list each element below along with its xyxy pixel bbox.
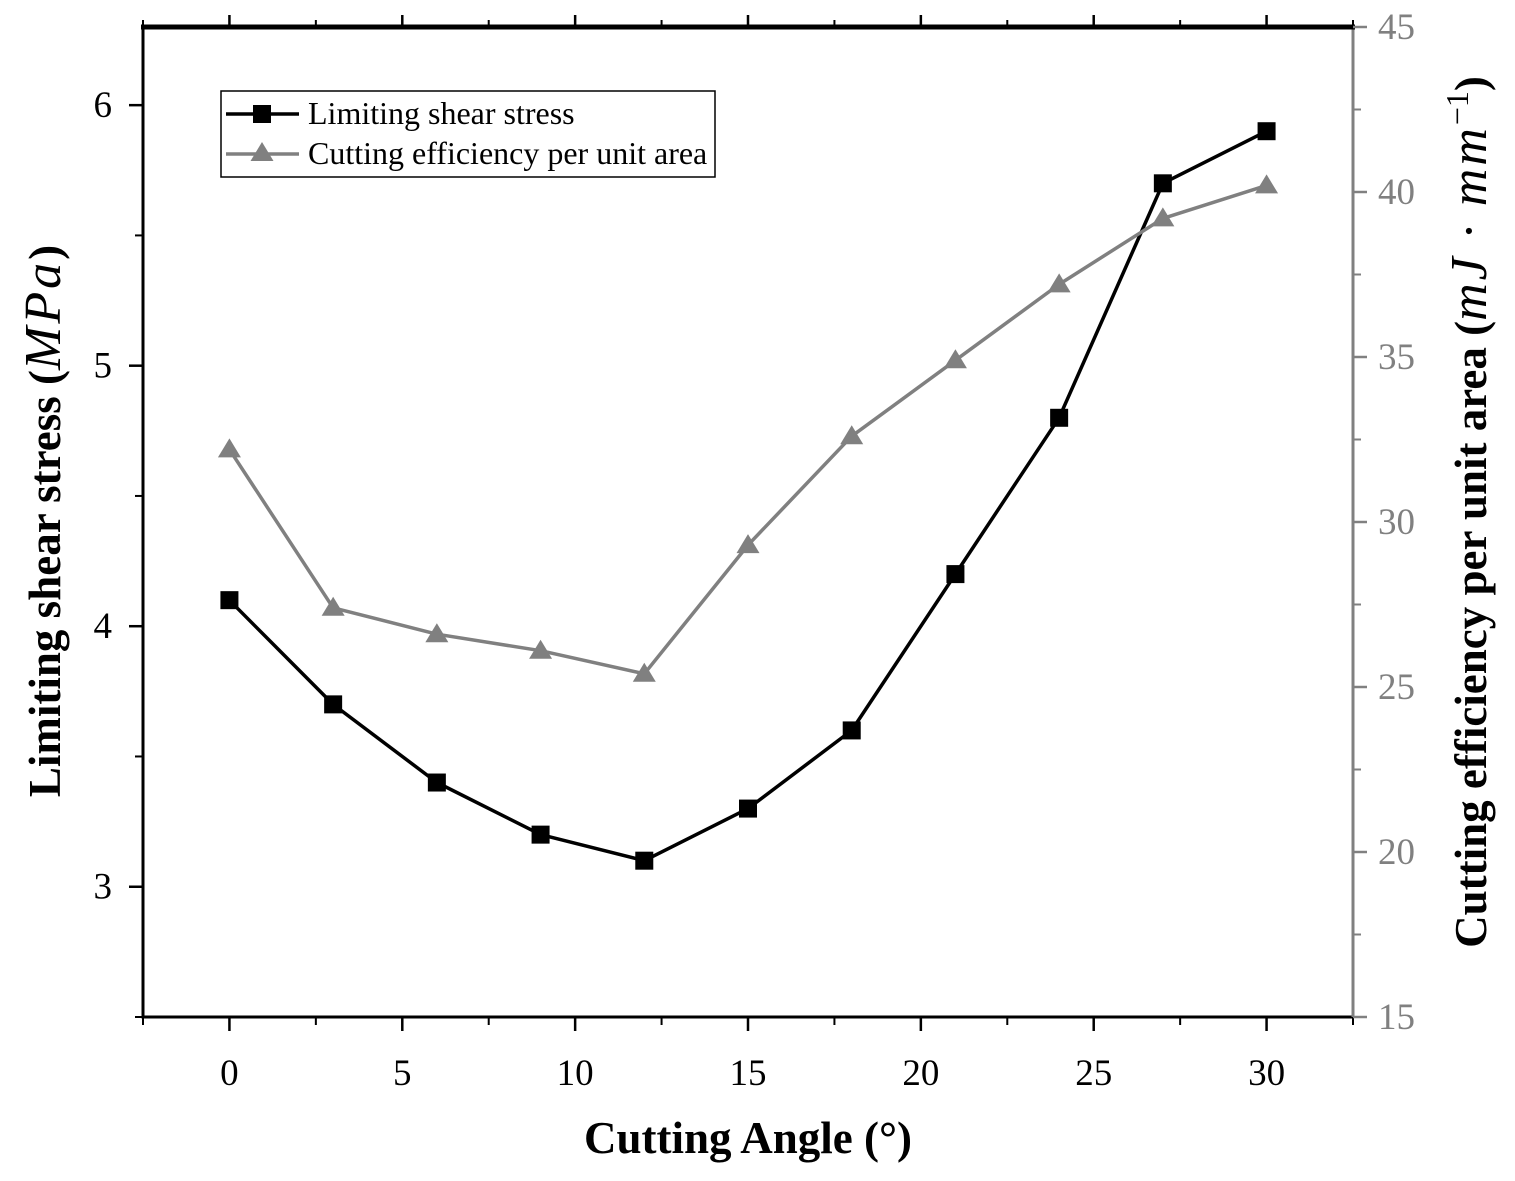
data-point-cutting-efficiency-per-unit-area (425, 623, 449, 643)
y2-axis-title-unit: mJ · mm (1441, 125, 1498, 321)
data-point-limiting-shear-stress (739, 799, 757, 818)
triangle-marker-icon (250, 142, 274, 161)
data-point-cutting-efficiency-per-unit-area (321, 596, 345, 616)
x-tick-label: 10 (557, 1053, 594, 1094)
y-tick-label: 5 (94, 346, 113, 387)
x-axis-title: Cutting Angle (°) (584, 1113, 912, 1163)
y-tick-label: 3 (94, 867, 113, 908)
legend-label: Limiting shear stress (308, 95, 575, 131)
x-tick-label: 5 (393, 1053, 412, 1094)
data-point-cutting-efficiency-per-unit-area (1255, 174, 1279, 194)
y-axis-title-close: ) (20, 245, 70, 260)
series-limiting-shear-stress (220, 122, 1276, 870)
data-point-limiting-shear-stress (842, 721, 861, 740)
legend-entry-cutting-efficiency-per-unit-area: Cutting efficiency per unit area (226, 135, 707, 171)
data-point-cutting-efficiency-per-unit-area (217, 438, 241, 458)
data-point-cutting-efficiency-per-unit-area (1047, 273, 1071, 293)
x-tick-label: 0 (220, 1053, 239, 1094)
y2-axis-title-exponent: −1 (1439, 91, 1475, 125)
y2-tick-label: 20 (1378, 832, 1415, 873)
data-point-limiting-shear-stress (1153, 174, 1172, 193)
data-point-limiting-shear-stress (1050, 408, 1069, 427)
y2-axis-title: Cutting efficiency per unit area (mJ · m… (1439, 76, 1498, 948)
legend-entry-limiting-shear-stress: Limiting shear stress (226, 95, 575, 131)
data-point-limiting-shear-stress (427, 773, 446, 792)
data-point-limiting-shear-stress (220, 591, 239, 610)
data-point-cutting-efficiency-per-unit-area (736, 534, 760, 554)
data-point-cutting-efficiency-per-unit-area (943, 349, 967, 369)
y2-tick-label: 35 (1378, 337, 1415, 378)
plot-series (217, 122, 1279, 870)
x-tick-label: 30 (1248, 1053, 1285, 1094)
data-point-cutting-efficiency-per-unit-area (632, 662, 656, 682)
y2-axis-title-text: Cutting efficiency per unit area ( (1446, 321, 1496, 948)
y2-tick-label: 25 (1378, 667, 1415, 708)
legend: Limiting shear stress Cutting efficiency… (220, 90, 716, 178)
legend-box (220, 90, 716, 178)
x-tick-label: 15 (730, 1053, 767, 1094)
y-axis-title-text: Limiting shear stress ( (20, 370, 70, 797)
y-tick-label: 6 (94, 85, 113, 126)
data-point-cutting-efficiency-per-unit-area (840, 425, 864, 445)
data-point-limiting-shear-stress (1257, 122, 1276, 141)
square-marker-icon (253, 105, 271, 123)
legend-label: Cutting efficiency per unit area (308, 135, 707, 171)
y-tick-label: 4 (94, 606, 113, 647)
data-point-limiting-shear-stress (531, 825, 550, 844)
y2-tick-label: 40 (1378, 172, 1415, 213)
y2-axis-title-close: ) (1446, 76, 1496, 91)
legend-marker (253, 105, 271, 123)
series-cutting-efficiency-per-unit-area (217, 174, 1279, 682)
data-point-limiting-shear-stress (635, 851, 654, 870)
y-axis-title-unit: MPa (15, 260, 72, 371)
data-point-cutting-efficiency-per-unit-area (529, 639, 553, 659)
x-tick-label: 25 (1075, 1053, 1112, 1094)
legend-marker (250, 142, 274, 161)
y-axis-title: Limiting shear stress (MPa) (15, 245, 72, 797)
data-point-limiting-shear-stress (946, 565, 965, 584)
x-tick-label: 20 (902, 1053, 939, 1094)
data-point-cutting-efficiency-per-unit-area (1151, 207, 1175, 227)
y2-tick-label: 45 (1378, 7, 1415, 48)
y2-tick-label: 15 (1378, 997, 1415, 1038)
y2-tick-label: 30 (1378, 502, 1415, 543)
data-point-limiting-shear-stress (324, 695, 343, 714)
